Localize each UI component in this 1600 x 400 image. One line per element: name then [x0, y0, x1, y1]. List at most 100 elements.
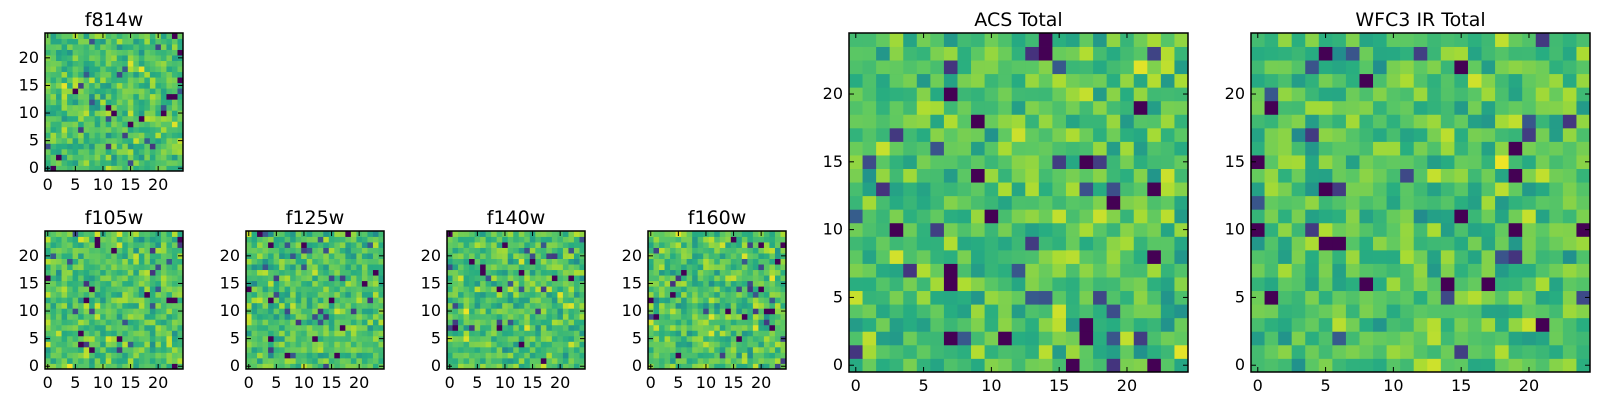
heatmap-cell [697, 236, 704, 243]
heatmap-cell [780, 330, 787, 337]
heatmap-cell [485, 264, 492, 271]
heatmap-cell [1025, 182, 1040, 197]
heatmap-cell [138, 291, 145, 298]
heatmap-cell [56, 324, 62, 331]
heatmap-cell [257, 236, 263, 243]
heatmap-cell [1079, 141, 1094, 156]
heatmap-cell [144, 291, 151, 298]
heatmap-cell [1291, 222, 1306, 237]
heatmap-cell [480, 341, 487, 348]
heatmap-cell [1562, 46, 1577, 61]
heatmap-cell [957, 277, 972, 292]
x-tick-label: 20 [1117, 376, 1137, 395]
heatmap-cell [50, 242, 57, 248]
heatmap-cell [957, 87, 972, 102]
heatmap-cell [323, 352, 330, 359]
heatmap-cell [1052, 290, 1067, 305]
heatmap-cell [763, 297, 770, 304]
heatmap-cell [747, 363, 754, 370]
heatmap-cell [971, 263, 985, 278]
heatmap-cell [1359, 344, 1374, 359]
heatmap-cell [100, 352, 107, 359]
heatmap-cell [284, 286, 291, 293]
heatmap-cell [1481, 331, 1496, 346]
heatmap-cell [100, 104, 107, 111]
heatmap-cell [469, 231, 475, 237]
heatmap-cell [780, 324, 787, 331]
heatmap-cell [1251, 277, 1265, 292]
heatmap-cell [122, 93, 129, 100]
heatmap-cell [334, 297, 341, 304]
heatmap-cell [378, 319, 385, 326]
heatmap-cell [345, 253, 352, 259]
heatmap-cell [1345, 33, 1360, 47]
heatmap-cell [686, 291, 693, 298]
heatmap-cell [1133, 331, 1148, 346]
heatmap-cell [485, 335, 492, 342]
heatmap-cell [1454, 236, 1469, 251]
heatmap-cell [741, 363, 748, 370]
heatmap-cell [262, 319, 269, 326]
heatmap-cell [876, 358, 891, 373]
heatmap-cell [171, 60, 178, 67]
heatmap-cell [350, 269, 357, 276]
heatmap-cell [133, 264, 140, 271]
heatmap-cell [573, 258, 580, 265]
heatmap-cell [257, 242, 263, 248]
heatmap-cell [903, 46, 918, 61]
heatmap-cell [1133, 73, 1148, 88]
heatmap-cell [1549, 155, 1564, 169]
heatmap-cell [876, 100, 891, 115]
heatmap-cell [312, 363, 319, 370]
heatmap-cell [529, 352, 536, 359]
heatmap-cell [708, 275, 715, 282]
heatmap-cell [171, 231, 178, 237]
heatmap-cell [458, 236, 464, 243]
heatmap-cell [971, 168, 985, 183]
heatmap-cell [127, 126, 134, 133]
heatmap-cell [447, 313, 453, 320]
heatmap-cell [1093, 249, 1108, 264]
heatmap-cell [1508, 155, 1523, 169]
heatmap-cell [301, 286, 308, 293]
heatmap-cell [257, 291, 263, 298]
heatmap-cell [485, 291, 492, 298]
heatmap-cell [1481, 222, 1496, 237]
heatmap-cell [290, 264, 297, 271]
heatmap-cell [306, 357, 313, 364]
heatmap-cell [664, 291, 671, 298]
heatmap-cell [557, 269, 564, 276]
heatmap-cell [653, 291, 660, 298]
heatmap-cell [485, 352, 492, 359]
heatmap-cell [1011, 277, 1026, 292]
heatmap-cell [774, 319, 781, 326]
heatmap-cell [1278, 127, 1293, 142]
heatmap-cell [664, 302, 671, 309]
heatmap-cell [769, 236, 776, 243]
heatmap-cell [741, 357, 748, 364]
heatmap-cell [529, 269, 536, 276]
heatmap-cell [736, 302, 743, 309]
heatmap-cell [774, 324, 781, 331]
heatmap-cell [1305, 304, 1320, 319]
heatmap-cell [535, 319, 542, 326]
heatmap-cell [703, 236, 710, 243]
heatmap-cell [540, 269, 547, 276]
heatmap-cell [1264, 358, 1279, 373]
heatmap-cell [372, 357, 379, 364]
heatmap-cell [496, 335, 503, 342]
heatmap-cell [502, 341, 509, 348]
heatmap-cell [1025, 60, 1040, 75]
heatmap-cell [268, 346, 274, 353]
heatmap-cell [100, 60, 107, 67]
heatmap-cell [56, 231, 62, 237]
heatmap-cell [1508, 358, 1523, 373]
heatmap-cell [149, 264, 156, 271]
heatmap-cell [290, 280, 297, 287]
heatmap-cell [518, 346, 525, 353]
heatmap-cell [725, 231, 732, 237]
heatmap-cell [1160, 236, 1175, 251]
heatmap-cell [301, 258, 308, 265]
heatmap-cell [72, 148, 79, 155]
